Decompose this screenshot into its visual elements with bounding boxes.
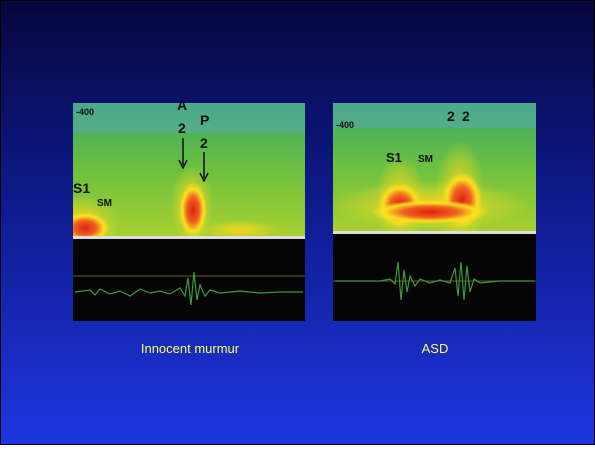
spectrogram [330, 103, 536, 250]
annotation: 2 [178, 120, 186, 136]
annotation: S1 [386, 150, 402, 165]
spectrogram [40, 103, 305, 255]
slide: -400 A 2 P 2 S1 SM Innocent murmur -400 … [0, 0, 595, 445]
waveform [333, 234, 536, 321]
annotation: 2 [462, 108, 470, 124]
annotation: SM [97, 198, 112, 209]
caption: ASD [422, 341, 449, 356]
annotation: 2 [447, 108, 455, 124]
waveform [73, 239, 305, 321]
annotation: A [177, 97, 187, 113]
annotation: P [200, 112, 209, 128]
caption: Innocent murmur [141, 341, 240, 356]
page: -400 A 2 P 2 S1 SM Innocent murmur -400 … [0, 0, 595, 445]
annotation: SM [418, 154, 433, 165]
scale-label: -400 [76, 107, 94, 117]
annotation: S1 [73, 180, 90, 196]
annotation: 2 [200, 135, 208, 151]
scale-label: -400 [336, 120, 354, 130]
